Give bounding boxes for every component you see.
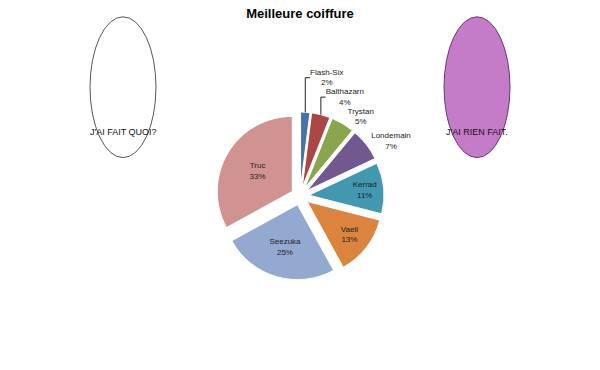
svg-text:Flash-Six2%: Flash-Six2% xyxy=(310,68,343,87)
svg-text:Vaeli13%: Vaeli13% xyxy=(341,225,358,244)
svg-text:Meilleure coiffure: Meilleure coiffure xyxy=(246,6,354,21)
svg-text:J'AI FAIT QUOI?: J'AI FAIT QUOI? xyxy=(90,127,157,137)
svg-text:Londemain7%: Londemain7% xyxy=(371,131,411,150)
svg-text:Trystan5%: Trystan5% xyxy=(348,107,374,126)
svg-text:Balthazarn4%: Balthazarn4% xyxy=(326,87,364,106)
svg-text:Seezuka25%: Seezuka25% xyxy=(269,237,301,256)
svg-text:J'AI RIEN FAIT.: J'AI RIEN FAIT. xyxy=(446,127,508,137)
svg-text:Kerrad11%: Kerrad11% xyxy=(353,180,377,199)
svg-text:Truc33%: Truc33% xyxy=(250,161,266,180)
